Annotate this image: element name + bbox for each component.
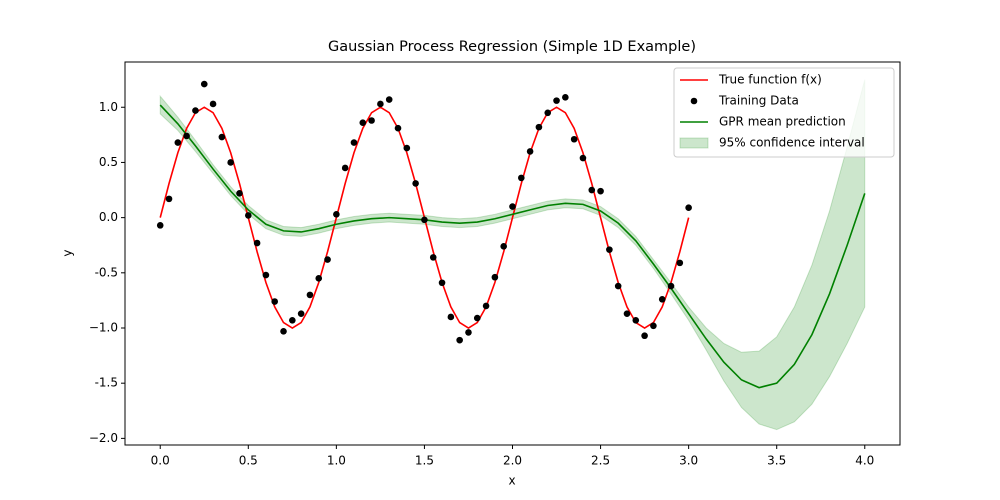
- point: [403, 144, 411, 152]
- y-tick-label: −1.0: [89, 321, 118, 335]
- x-tick-label: 2.5: [591, 454, 610, 468]
- point: [280, 328, 287, 335]
- x-tick-label: 1.0: [327, 454, 346, 468]
- point: [438, 279, 446, 287]
- point: [623, 310, 631, 317]
- point: [359, 119, 367, 127]
- point: [368, 117, 375, 124]
- point: [377, 100, 384, 108]
- legend-box: [673, 67, 895, 158]
- x-tick-label: 0.0: [151, 454, 170, 468]
- y-axis-label: y: [61, 249, 75, 256]
- point: [271, 298, 279, 305]
- point: [667, 282, 675, 290]
- point: [544, 109, 552, 117]
- point: [421, 216, 428, 224]
- point: [491, 273, 499, 281]
- point: [350, 139, 358, 146]
- point: [482, 302, 490, 310]
- point: [614, 282, 622, 290]
- x-tick-label: 2.0: [503, 454, 522, 468]
- x-tick-label: 0.5: [239, 454, 258, 468]
- legend-label: True function f(x): [718, 73, 822, 87]
- point: [253, 239, 261, 247]
- point: [658, 296, 666, 303]
- point: [509, 203, 516, 210]
- confidence-band: [159, 79, 866, 431]
- point: [192, 107, 199, 114]
- point: [473, 314, 481, 322]
- point: [183, 132, 190, 140]
- x-tick-label: 3.5: [767, 454, 786, 468]
- point: [685, 204, 692, 211]
- point: [553, 97, 560, 104]
- legend-label: 95% confidence interval: [719, 136, 865, 150]
- point: [526, 148, 534, 155]
- legend-swatch: [679, 137, 709, 149]
- point: [289, 316, 296, 324]
- point: [579, 154, 587, 162]
- point: [174, 139, 182, 146]
- point: [218, 133, 226, 141]
- point: [650, 322, 657, 330]
- point: [306, 291, 314, 299]
- point: [535, 123, 543, 131]
- point: [606, 246, 613, 253]
- y-tick-label: 1.0: [99, 100, 118, 114]
- x-tick-label: 4.0: [855, 454, 874, 468]
- legend-marker: [690, 97, 698, 105]
- point: [500, 243, 507, 250]
- point: [412, 180, 419, 187]
- point: [465, 329, 472, 336]
- point: [209, 100, 217, 108]
- x-tick-label: 3.0: [679, 454, 698, 468]
- point: [385, 96, 393, 103]
- point: [518, 174, 525, 182]
- point: [676, 259, 684, 267]
- line: [159, 104, 866, 389]
- axes-frame: [124, 61, 901, 446]
- legend-label: Training Data: [718, 94, 799, 108]
- point: [297, 310, 305, 317]
- y-tick-label: -1.5: [95, 376, 118, 390]
- point: [333, 211, 340, 218]
- point: [244, 212, 252, 219]
- point: [570, 135, 578, 143]
- legend-label: GPR mean prediction: [719, 115, 846, 129]
- point: [456, 336, 463, 344]
- point: [262, 271, 270, 279]
- point: [588, 186, 596, 194]
- point: [324, 256, 331, 263]
- point: [641, 332, 648, 340]
- point: [315, 275, 323, 282]
- point: [632, 316, 640, 324]
- point: [429, 254, 437, 261]
- point: [227, 159, 234, 166]
- y-tick-label: −2.0: [89, 431, 118, 445]
- point: [165, 195, 173, 203]
- point: [394, 124, 402, 132]
- x-tick-label: 1.5: [415, 454, 434, 468]
- y-tick-label: 0.5: [99, 155, 118, 169]
- point: [156, 222, 164, 229]
- point: [341, 164, 349, 172]
- plot-area: [156, 79, 866, 431]
- x-axis-label: x: [508, 474, 515, 488]
- y-tick-label: 0.0: [99, 210, 118, 224]
- point: [597, 187, 604, 195]
- point: [236, 190, 243, 197]
- chart-title: Gaussian Process Regression (Simple 1D E…: [328, 39, 696, 55]
- y-tick-label: -0.5: [95, 265, 118, 279]
- point: [200, 80, 208, 88]
- point: [447, 313, 455, 321]
- point: [562, 94, 569, 101]
